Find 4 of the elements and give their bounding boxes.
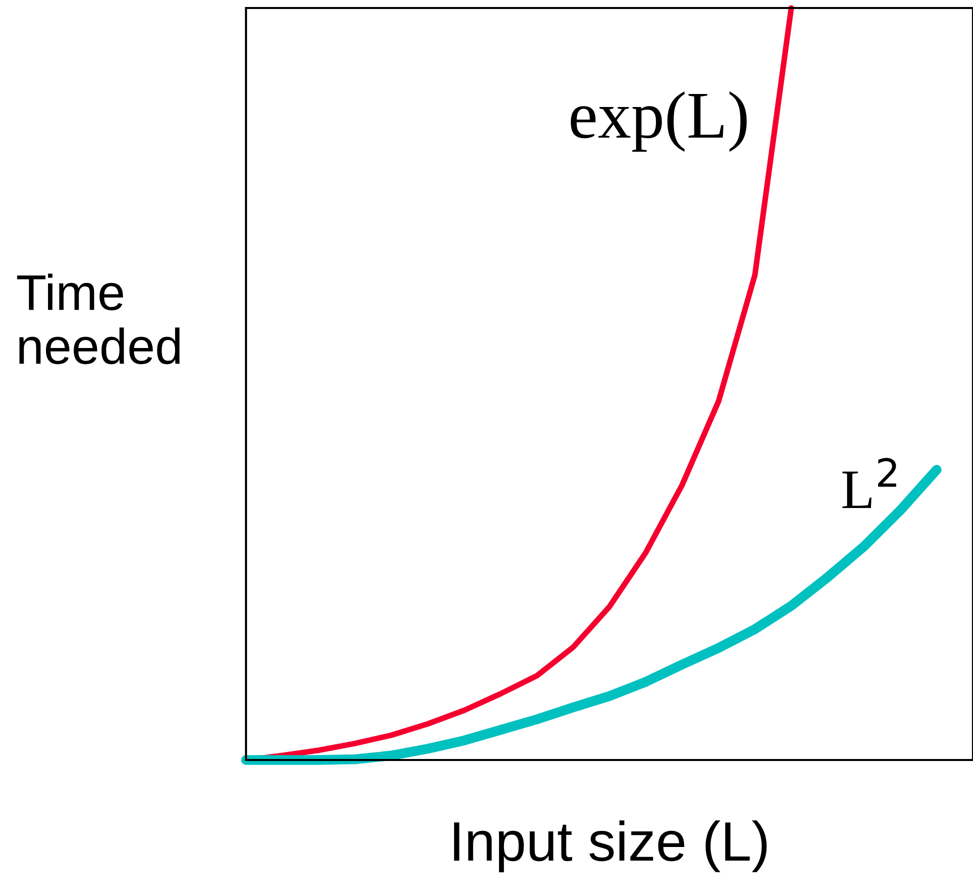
series-label: L$^{2}$ (842, 458, 896, 508)
x-axis-title: Input size (L) (454, 820, 767, 872)
series-label: exp(L) (570, 91, 747, 152)
y-axis-title: Time needed (17, 274, 180, 364)
